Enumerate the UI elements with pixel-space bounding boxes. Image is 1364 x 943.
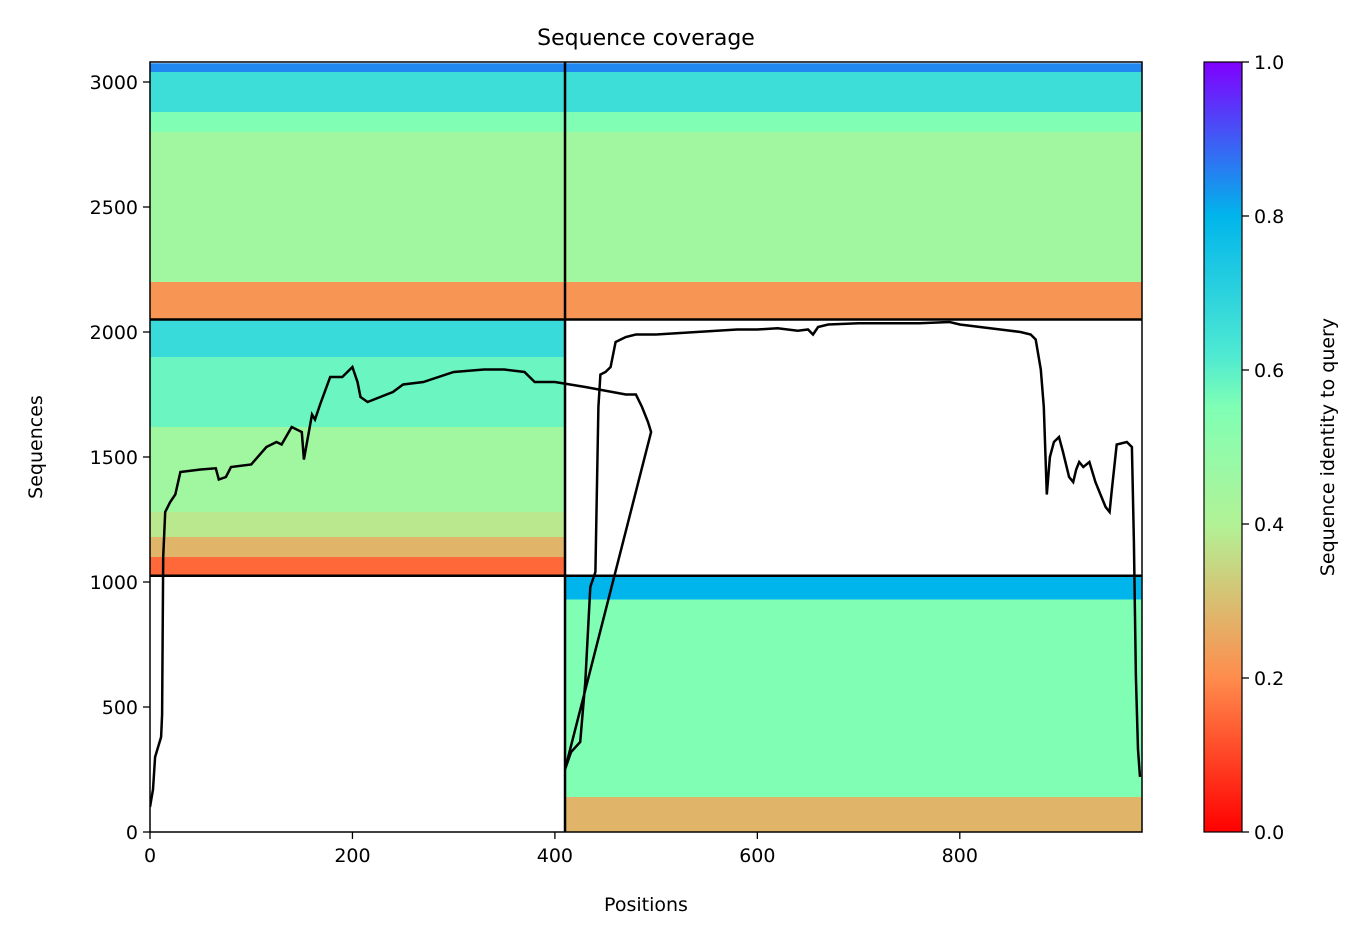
- x-tick-label: 400: [537, 845, 573, 867]
- heatmap-band-1-1: [150, 537, 566, 557]
- heatmap-band-1-4: [150, 357, 566, 427]
- x-tick-label: 600: [739, 845, 775, 867]
- colorbar-tick-label: 1.0: [1254, 52, 1284, 74]
- x-tick-label: 0: [144, 845, 156, 867]
- colorbar: [1203, 61, 1243, 833]
- y-tick-label: 0: [126, 822, 138, 844]
- colorbar-tick-label: 0.2: [1254, 668, 1284, 690]
- block-divider-lines: [150, 62, 1142, 832]
- y-tick-label: 3000: [90, 72, 138, 94]
- y-axis-ticks: 0 500 1000 1500 2000 2500 3000: [90, 72, 150, 844]
- plot-frame: [149, 61, 1143, 833]
- heatmap-band-1-5: [150, 319, 566, 357]
- chart-title: Sequence coverage: [537, 26, 755, 51]
- heatmap-band-2-1: [150, 132, 1142, 282]
- y-tick-label: 500: [102, 697, 138, 719]
- x-tick-label: 200: [334, 845, 370, 867]
- colorbar-tick-label: 0.4: [1254, 514, 1284, 536]
- heatmap-band-1-3: [150, 427, 566, 512]
- x-axis-ticks: 0 200 400 600 800: [144, 832, 978, 867]
- heatmap-band-1-2: [150, 512, 566, 537]
- heatmap-band-0-2: [565, 575, 1142, 600]
- colorbar-label: Sequence identity to query: [1317, 318, 1339, 576]
- x-tick-label: 800: [942, 845, 978, 867]
- colorbar-tick-label: 0.6: [1254, 360, 1284, 382]
- y-tick-label: 2500: [90, 197, 138, 219]
- colorbar-tick-label: 0.8: [1254, 206, 1284, 228]
- heatmap-layer: [150, 63, 1142, 832]
- heatmap-band-2-4: [150, 63, 1142, 72]
- y-tick-label: 2000: [90, 322, 138, 344]
- coverage-line: [150, 320, 1142, 808]
- heatmap-band-0-1: [565, 599, 1142, 797]
- heatmap-band-2-0: [150, 282, 1142, 320]
- y-axis-label: Sequences: [25, 395, 47, 499]
- colorbar-ticks: 0.0 0.2 0.4 0.6 0.8 1.0: [1242, 52, 1284, 844]
- y-tick-label: 1500: [90, 447, 138, 469]
- heatmap-band-2-3: [150, 72, 1142, 112]
- y-tick-label: 1000: [90, 572, 138, 594]
- heatmap-band-1-0: [150, 557, 566, 576]
- x-axis-label: Positions: [604, 894, 688, 916]
- heatmap-band-2-2: [150, 112, 1142, 132]
- colorbar-tick-label: 0.0: [1254, 822, 1284, 844]
- heatmap-band-0-0: [565, 797, 1142, 832]
